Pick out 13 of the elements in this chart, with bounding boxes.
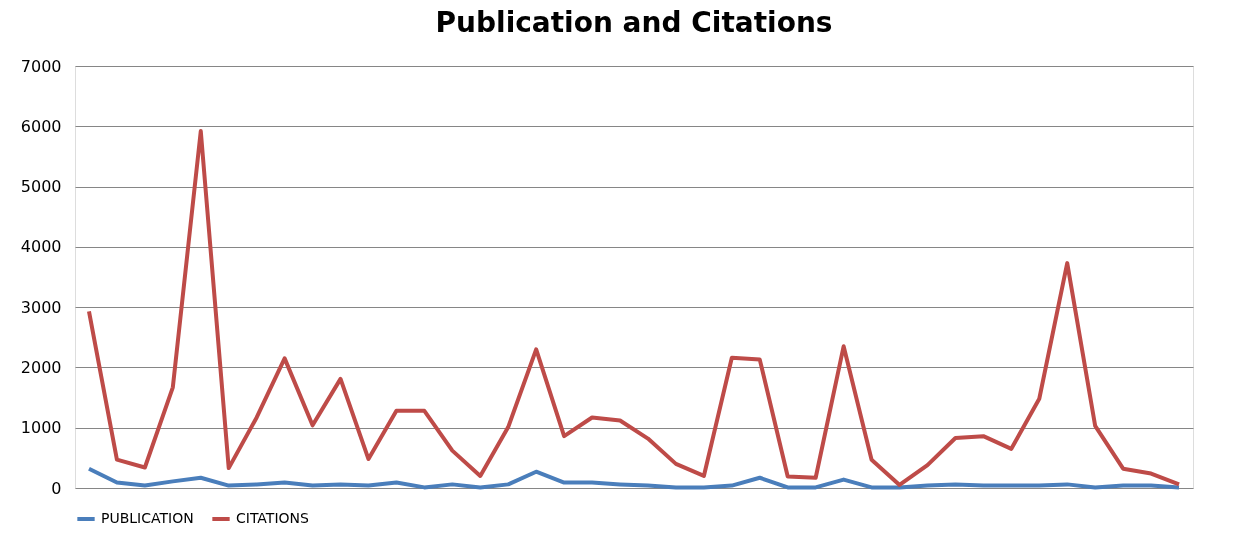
y-tick-label: 2000 bbox=[20, 357, 62, 377]
y-tick-label: 3000 bbox=[20, 297, 62, 317]
y-tick-label: 1000 bbox=[20, 418, 62, 438]
y-tick-label: 5000 bbox=[20, 177, 62, 197]
legend-label: CITATIONS bbox=[236, 510, 310, 526]
chart-title: Publication and Citations bbox=[435, 6, 833, 39]
y-tick-label: 6000 bbox=[20, 116, 62, 136]
y-tick-label: 7000 bbox=[20, 56, 62, 76]
line-series bbox=[86, 129, 1182, 487]
y-tick-label: 4000 bbox=[20, 237, 62, 257]
y-tick-label: 0 bbox=[51, 478, 62, 498]
legend-label: PUBLICATION bbox=[101, 510, 194, 526]
line-series bbox=[86, 466, 1182, 490]
